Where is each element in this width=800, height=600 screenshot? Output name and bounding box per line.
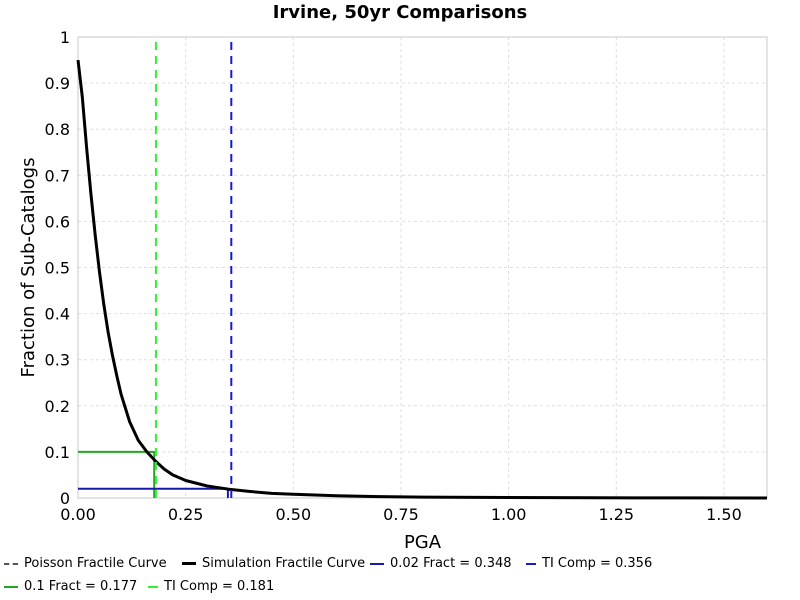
legend-item-simulation[interactable]: Simulation Fractile Curve — [182, 556, 365, 571]
x-tick-label: 1.00 — [491, 505, 527, 524]
y-tick-label: 0.9 — [45, 74, 70, 93]
legend-swatch-simulation — [182, 562, 196, 565]
legend-label: 0.02 Fract = 0.348 — [390, 556, 512, 571]
legend-label: Simulation Fractile Curve — [202, 556, 366, 571]
legend-swatch-ti-comp-0356 — [526, 562, 536, 565]
y-tick-label: 0.7 — [45, 166, 70, 185]
y-tick-label: 0.6 — [45, 212, 70, 231]
legend-swatch-002-fract — [370, 562, 384, 565]
chart-title: Irvine, 50yr Comparisons — [272, 2, 528, 23]
series-line-2 — [78, 487, 229, 498]
y-tick-label: 0.1 — [45, 443, 70, 462]
x-tick-label: 0.50 — [276, 505, 312, 524]
legend-item-01-fract[interactable]: 0.1 Fract = 0.177 — [4, 579, 137, 594]
legend-item-poisson[interactable]: Poisson Fractile Curve — [4, 556, 167, 571]
legend-label: Poisson Fractile Curve — [24, 556, 167, 571]
tick-labels: 0.00 0.25 0.50 0.75 1.00 1.25 1.50 0 0.1 0.2 0.3 0.… — [45, 28, 742, 524]
legend-swatch-01-fract — [4, 585, 18, 588]
x-tick-label: 0.75 — [383, 505, 419, 524]
y-tick-label: 0.3 — [45, 351, 70, 370]
legend-row-1: Poisson Fractile Curve Simulation Fracti… — [0, 556, 800, 576]
grid-lines — [77, 36, 767, 499]
y-tick-label: 0 — [60, 489, 70, 508]
x-tick-label: 1.50 — [706, 505, 742, 524]
x-axis-label: PGA — [404, 532, 442, 553]
legend-row-2: 0.1 Fract = 0.177 TI Comp = 0.181 — [0, 579, 800, 599]
series-line-1 — [76, 59, 768, 500]
series-line-4 — [78, 450, 156, 498]
y-tick-label: 0.8 — [45, 120, 70, 139]
legend-item-ti-comp-0181[interactable]: TI Comp = 0.181 — [148, 579, 274, 594]
x-tick-label: 0.00 — [60, 505, 96, 524]
legend-swatch-ti-comp-0181 — [148, 585, 158, 588]
legend-label: 0.1 Fract = 0.177 — [24, 579, 138, 594]
y-tick-label: 0.5 — [45, 259, 70, 278]
series-layer — [76, 37, 768, 500]
legend-item-ti-comp-0356[interactable]: TI Comp = 0.356 — [526, 556, 652, 571]
legend-swatch-poisson — [4, 562, 18, 565]
legend-item-002-fract[interactable]: 0.02 Fract = 0.348 — [370, 556, 512, 571]
y-tick-label: 0.4 — [45, 305, 70, 324]
legend-label: TI Comp = 0.181 — [164, 579, 275, 594]
y-axis-label: Fraction of Sub-Catalogs — [18, 158, 39, 378]
y-tick-label: 0.2 — [45, 397, 70, 416]
y-tick-label: 1 — [60, 28, 70, 47]
x-tick-label: 1.25 — [598, 505, 634, 524]
x-tick-label: 0.25 — [168, 505, 204, 524]
legend-label: TI Comp = 0.356 — [542, 556, 653, 571]
